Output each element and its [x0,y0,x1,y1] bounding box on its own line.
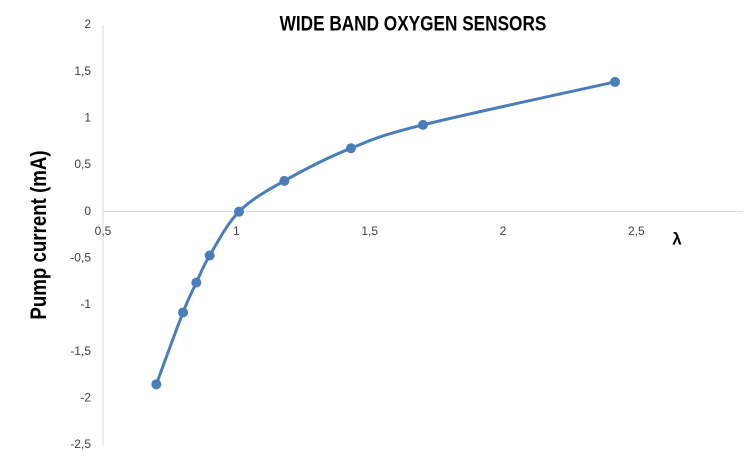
data-point [610,76,620,87]
data-point [418,119,428,130]
chart-title: WIDE BAND OXYGEN SENSORS [280,13,547,36]
x-tick-label: 2,5 [628,224,645,238]
y-tick-label: 1,5 [74,64,91,78]
data-point [279,175,290,186]
x-axis-label: λ [672,229,682,248]
x-tick-label: 1 [233,224,240,238]
x-tick-label: 1,5 [361,224,378,238]
data-point [191,277,202,288]
data-point [178,307,188,318]
x-tick-label: 0,5 [95,224,112,238]
y-tick-label: 0,5 [74,157,91,171]
y-tick-label: -1 [80,297,91,311]
y-axis-label: Pump current (mA) [27,150,51,319]
y-tick-label: 0 [84,204,91,218]
data-point [151,379,162,390]
y-tick-label: -2 [80,391,91,405]
data-point [346,143,356,154]
y-tick-label: -0,5 [70,251,91,265]
data-line [154,80,616,385]
x-tick-label: 2 [500,224,507,238]
y-tick-label: 2 [84,17,91,31]
y-tick-label: 1 [84,111,91,125]
data-point [204,250,215,261]
y-tick-label: -2,5 [70,437,91,451]
y-tick-label: -1,5 [70,344,91,358]
data-point [234,206,244,217]
